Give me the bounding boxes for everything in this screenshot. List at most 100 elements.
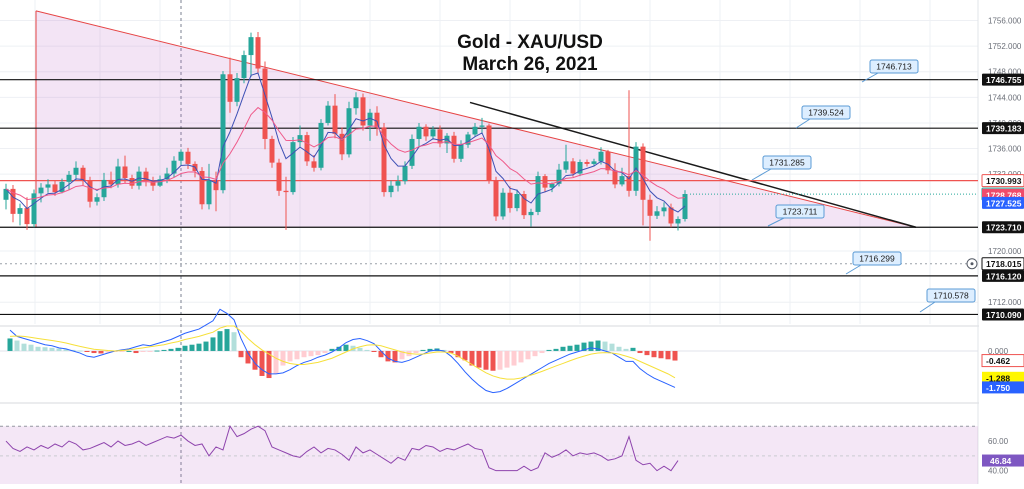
callout-label: 1746.713 <box>876 62 912 72</box>
macd-histogram-bar <box>567 345 573 351</box>
candle-body <box>612 170 618 185</box>
macd-histogram-bar <box>364 349 370 351</box>
candle-body <box>101 179 107 198</box>
macd-histogram-bar <box>602 341 608 351</box>
candle-body <box>157 179 163 186</box>
candle-body <box>507 192 513 209</box>
macd-histogram-bar <box>462 350 468 361</box>
candle-body <box>262 68 268 139</box>
price-tag-label: 1723.710 <box>986 223 1022 233</box>
candle-body <box>437 129 443 144</box>
callout-leader-line <box>795 118 811 129</box>
macd-histogram-bar <box>224 329 230 351</box>
candle-body <box>213 180 219 191</box>
candle-body <box>164 173 170 180</box>
macd-signal-line <box>9 325 676 380</box>
candle-body <box>52 184 58 193</box>
candle-body <box>430 129 436 137</box>
macd-histogram-bar <box>518 350 524 363</box>
macd-histogram-bar <box>413 350 419 354</box>
candle-body <box>591 161 597 164</box>
callout-label: 1716.299 <box>859 254 895 264</box>
candle-body <box>458 144 464 159</box>
macd-histogram-bar <box>231 332 237 351</box>
macd-histogram-bar <box>35 346 41 351</box>
macd-histogram-bar <box>294 350 300 360</box>
candle-body <box>3 188 9 200</box>
candle-body <box>647 199 653 216</box>
price-tag-label: 1716.120 <box>986 271 1022 281</box>
candle-body <box>115 166 121 185</box>
macd-histogram-bar <box>189 344 195 351</box>
triangle-upper-edge <box>35 10 917 228</box>
macd-histogram-bar <box>392 350 398 363</box>
candle-body <box>150 180 156 186</box>
price-tag-label: 1739.183 <box>986 124 1022 134</box>
macd-axis-tick-label: 0.000 <box>988 347 1009 356</box>
candle-body <box>241 55 247 79</box>
callout-box <box>762 155 812 170</box>
macd-histogram-bar <box>196 343 202 351</box>
candle-body <box>171 160 177 174</box>
candle-body <box>73 167 79 175</box>
price-axis-tick-label: 1744.000 <box>988 93 1022 102</box>
macd-histogram-bar <box>525 350 531 360</box>
macd-histogram-bar <box>357 347 363 351</box>
price-axis-tick-label: 1756.000 <box>988 16 1022 25</box>
callout-box <box>852 251 902 266</box>
macd-histogram-bar <box>301 350 307 358</box>
candle-body <box>220 74 226 191</box>
candle-body <box>654 211 660 216</box>
macd-histogram-bar <box>511 350 517 366</box>
price-tag-box <box>982 308 1024 321</box>
trendline-resistance <box>469 101 917 228</box>
candle-body <box>143 171 149 181</box>
macd-histogram-bar <box>273 350 279 374</box>
macd-value-label: -0.462 <box>986 356 1010 366</box>
macd-histogram-bar <box>343 344 349 351</box>
macd-histogram-bar <box>203 341 209 351</box>
candle-body <box>451 135 457 159</box>
candle-body <box>409 138 415 166</box>
candle-body <box>374 112 380 128</box>
candle-body <box>185 151 191 164</box>
price-axis-tick-label: 1736.000 <box>988 145 1022 154</box>
macd-histogram-bar <box>378 350 384 358</box>
candle-body <box>423 126 429 137</box>
price-marker-icon-dot <box>970 262 974 266</box>
candle-body <box>227 74 233 102</box>
candle-body <box>360 97 366 126</box>
macd-histogram-bar <box>322 350 328 354</box>
rsi-value-label: 46.84 <box>990 456 1012 466</box>
price-axis-tick-label: 1712.000 <box>988 298 1022 307</box>
callout-leader-line <box>751 168 772 181</box>
macd-histogram-bar <box>175 347 181 351</box>
moving-average-fast-line <box>5 72 686 213</box>
price-tag-box <box>982 196 1024 209</box>
macd-histogram-bar <box>315 350 321 356</box>
price-tag-label: 1718.015 <box>986 259 1022 269</box>
macd-value-tag <box>981 354 1024 368</box>
candle-body <box>297 135 303 143</box>
candle-body <box>577 162 583 174</box>
candle-body <box>514 194 520 209</box>
macd-histogram-bar <box>280 350 286 366</box>
candle-body <box>605 151 611 171</box>
rsi-axis-tick-label: 40.00 <box>988 467 1009 476</box>
candle-body <box>17 208 23 214</box>
macd-histogram-bar <box>126 350 132 352</box>
macd-value-tag <box>982 381 1024 394</box>
price-tag-box <box>982 269 1024 282</box>
macd-histogram-bar <box>665 350 671 360</box>
macd-value-label: -1.750 <box>986 383 1010 393</box>
callout-label: 1710.578 <box>933 291 969 301</box>
macd-histogram-bar <box>532 350 538 357</box>
candle-body <box>311 161 317 168</box>
macd-histogram-bar <box>448 350 454 354</box>
macd-histogram-bar <box>56 348 62 351</box>
candle-body <box>108 179 114 185</box>
macd-histogram-bar <box>63 349 69 351</box>
macd-histogram-bar <box>14 340 20 351</box>
callout-label: 1723.711 <box>783 207 818 217</box>
candle-body <box>31 193 37 225</box>
